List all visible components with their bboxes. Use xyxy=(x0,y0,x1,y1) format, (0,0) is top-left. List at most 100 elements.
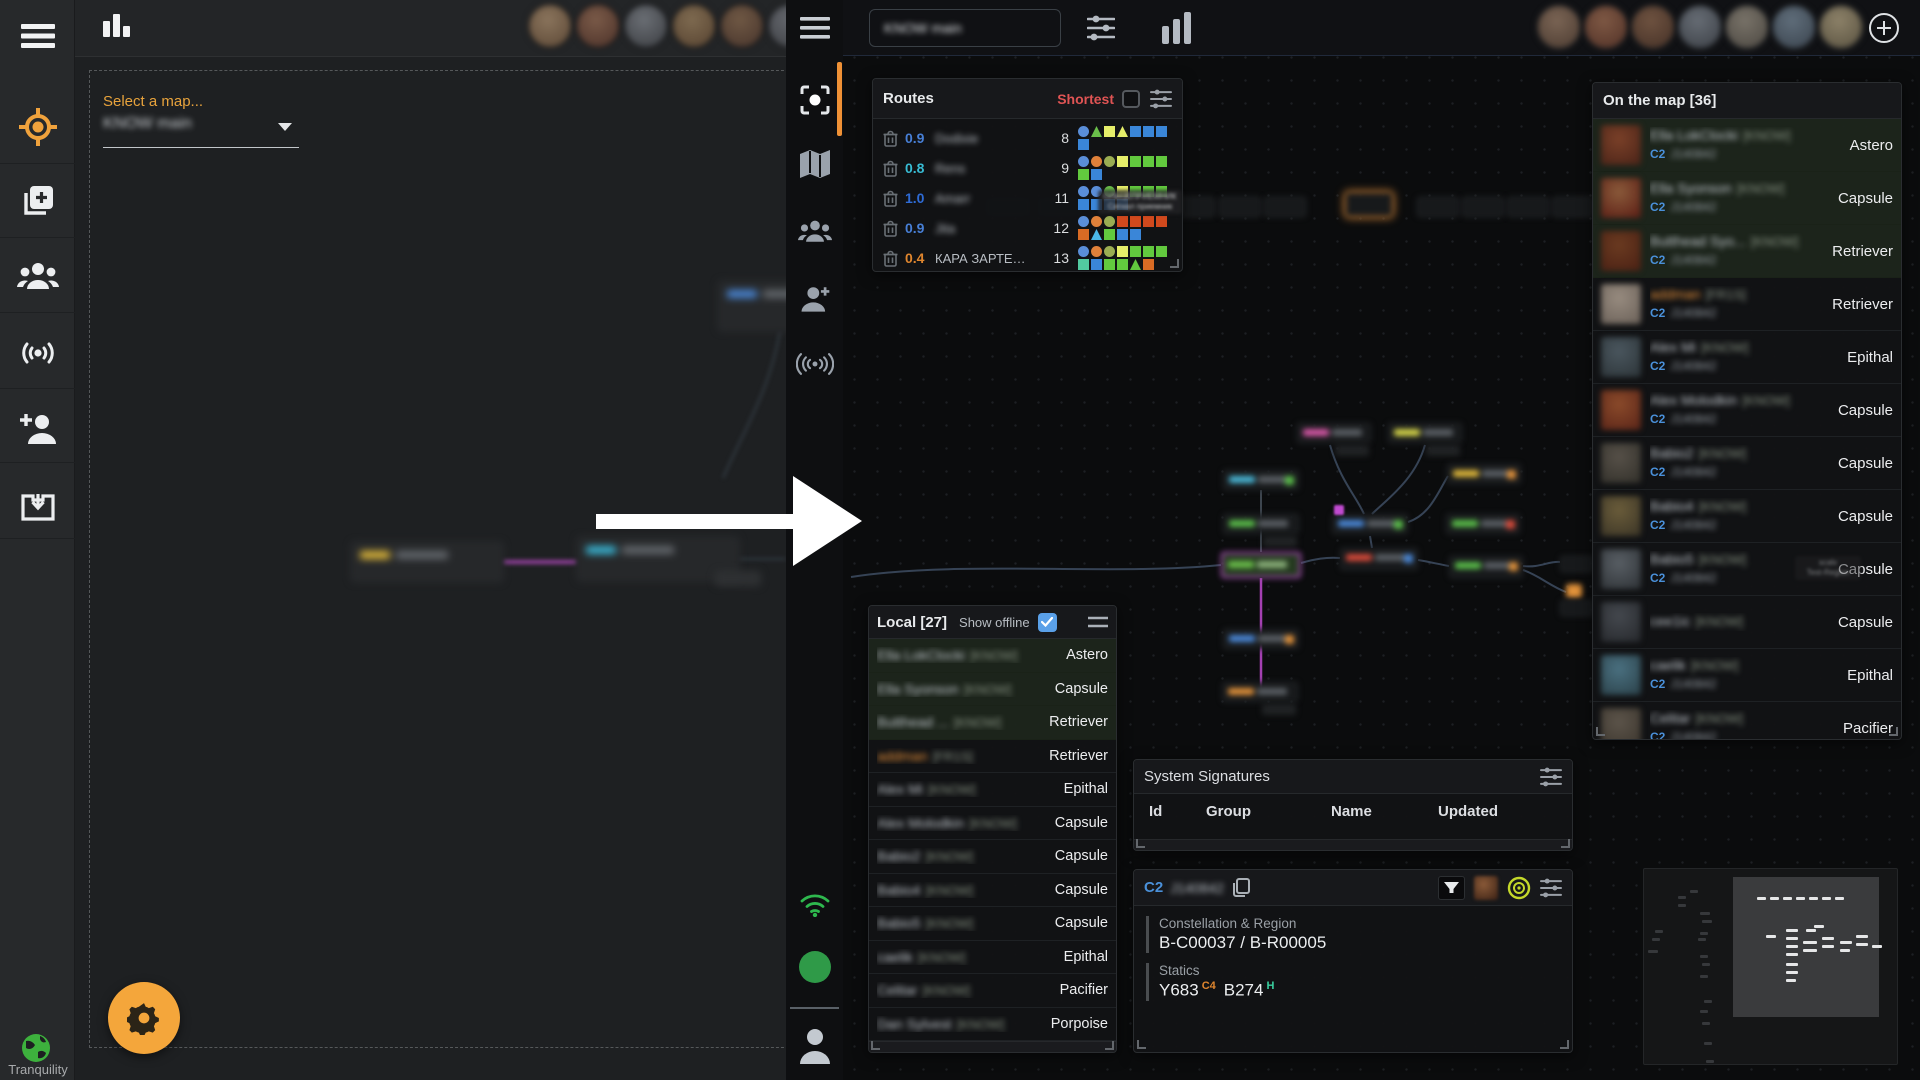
sliders-icon[interactable] xyxy=(1087,15,1115,41)
map-system-node[interactable] xyxy=(1219,197,1261,217)
pilot-row[interactable]: Butthead Syo... [KNOW] C2 J140842 Retriever xyxy=(1593,225,1901,278)
resize-handle[interactable] xyxy=(1136,839,1145,848)
map-fold-icon[interactable] xyxy=(786,150,843,178)
trash-icon[interactable] xyxy=(883,160,898,177)
pilot-row[interactable]: cee1ic [KNOW] Capsule xyxy=(1593,596,1901,649)
resize-handle[interactable] xyxy=(1105,1041,1114,1050)
plus-circle-icon[interactable] xyxy=(1868,12,1900,44)
map-system-node[interactable] xyxy=(1446,514,1520,534)
minimap-viewport[interactable] xyxy=(1733,877,1879,1017)
chevron-down-icon[interactable] xyxy=(278,123,292,131)
pilot-avatar[interactable] xyxy=(719,3,765,49)
local-pilot-row[interactable]: Alex Molodkin [KNOW] Capsule xyxy=(869,807,1116,840)
map-system-node[interactable] xyxy=(1345,192,1393,217)
column-header[interactable]: Name xyxy=(1331,802,1372,820)
pilot-row[interactable]: Ella LokClocki [KNOW] C2 J140842 Astero xyxy=(1593,119,1901,172)
add-map-icon[interactable] xyxy=(0,178,75,224)
resize-handle[interactable] xyxy=(1170,259,1179,268)
person-add-icon[interactable] xyxy=(0,406,75,452)
pilot-avatar[interactable] xyxy=(623,3,669,49)
menu-icon[interactable] xyxy=(0,14,75,58)
map-system-node[interactable] xyxy=(1332,514,1408,534)
column-header[interactable]: Id xyxy=(1149,802,1163,820)
pilot-row[interactable]: Ella Syonson [KNOW] C2 J140842 Capsule xyxy=(1593,172,1901,225)
local-pilot-row[interactable]: Butthead ... [KNOW] Retriever xyxy=(869,706,1116,740)
bar-chart-icon[interactable] xyxy=(103,14,130,41)
pilot-row[interactable]: Alex Molodkin [KNOW] C2 J140842 Capsule xyxy=(1593,384,1901,437)
local-pilot-row[interactable]: Alex Mi [KNOW] Epithal xyxy=(869,773,1116,807)
person-add-icon[interactable] xyxy=(786,284,843,314)
settings-fab[interactable] xyxy=(108,982,180,1054)
minimap-panel[interactable] xyxy=(1643,868,1898,1065)
map-system-node[interactable] xyxy=(1388,423,1462,443)
person-icon[interactable] xyxy=(786,1028,843,1064)
routes-settings-icon[interactable] xyxy=(1150,89,1172,109)
route-destination[interactable]: Jita xyxy=(935,220,956,236)
map-system-node[interactable] xyxy=(1297,423,1371,443)
pilot-avatar[interactable] xyxy=(575,3,621,49)
resize-handle[interactable] xyxy=(1561,839,1570,848)
online-status-dot[interactable] xyxy=(786,950,843,984)
trash-icon[interactable] xyxy=(883,220,898,237)
pilot-avatar[interactable] xyxy=(1771,4,1817,50)
route-row[interactable]: 0.4 КАРА ЗАРТЕ… 13 xyxy=(873,243,1182,271)
map-system-node[interactable] xyxy=(1449,556,1523,578)
pilot-row[interactable]: Babio4 [KNOW] C2 J140842 Capsule xyxy=(1593,490,1901,543)
pilot-avatar[interactable] xyxy=(1724,4,1770,50)
local-pilot-row[interactable]: addman [FR1S] Retriever xyxy=(869,740,1116,773)
system-settings-icon[interactable] xyxy=(1540,878,1562,898)
map-system-node[interactable] xyxy=(1552,197,1594,217)
map-system-node[interactable] xyxy=(577,537,739,581)
location-target-icon[interactable] xyxy=(0,104,75,150)
resize-handle[interactable] xyxy=(1137,1040,1146,1049)
pilot-avatar[interactable] xyxy=(1536,4,1582,50)
pilot-row[interactable]: Celitar [KNOW] C2 J140842 Pacifier xyxy=(1593,702,1901,739)
pilot-row[interactable]: Babio2 [KNOW] C2 J140842 Capsule xyxy=(1593,437,1901,490)
scrollbar-track[interactable] xyxy=(869,1041,1116,1052)
pilot-row[interactable]: addman [FR1S] C2 J140842 Retriever xyxy=(1593,278,1901,331)
trash-icon[interactable] xyxy=(883,250,898,267)
signatures-settings-icon[interactable] xyxy=(1540,767,1562,787)
map-system-node[interactable] xyxy=(1223,470,1299,490)
pilot-avatar[interactable] xyxy=(1818,4,1864,50)
pilot-avatar[interactable] xyxy=(1630,4,1676,50)
pilot-avatar[interactable] xyxy=(1583,4,1629,50)
bar-chart-icon[interactable] xyxy=(1162,12,1192,44)
local-pilot-row[interactable]: caelik [KNOW] Epithal xyxy=(869,941,1116,974)
map-system-node[interactable] xyxy=(1560,556,1594,572)
route-destination[interactable]: КАРА ЗАРТЕ… xyxy=(935,250,1026,266)
map-select-value[interactable]: KNOW main xyxy=(103,115,192,132)
show-offline-checkbox[interactable] xyxy=(1037,612,1057,632)
local-pilot-row[interactable]: Babio5 [KNOW] Capsule xyxy=(869,907,1116,941)
people-group-icon[interactable] xyxy=(0,254,75,300)
map-system-node[interactable] xyxy=(1417,197,1459,217)
column-header[interactable]: Updated xyxy=(1438,802,1498,820)
map-system-node[interactable] xyxy=(718,281,786,331)
pilot-avatar[interactable] xyxy=(671,3,717,49)
resize-handle[interactable] xyxy=(1560,1040,1569,1049)
map-name-select[interactable]: KNOW main xyxy=(869,9,1061,47)
map-system-node[interactable] xyxy=(1340,548,1418,570)
local-pilot-row[interactable]: Babio4 [KNOW] Capsule xyxy=(869,874,1116,907)
pilot-avatar[interactable] xyxy=(1677,4,1723,50)
local-pilot-row[interactable]: Ella LokClocki [KNOW] Astero xyxy=(869,639,1116,673)
route-destination[interactable]: Rens xyxy=(935,160,966,176)
column-header[interactable]: Group xyxy=(1206,802,1251,820)
broadcast-icon[interactable] xyxy=(0,330,75,376)
map-system-node[interactable] xyxy=(1507,197,1549,217)
pilot-avatar[interactable] xyxy=(1474,875,1498,900)
resize-handle[interactable] xyxy=(1889,727,1898,736)
map-system-node[interactable] xyxy=(1560,600,1594,616)
broadcast-icon[interactable] xyxy=(786,350,843,378)
map-system-node[interactable] xyxy=(1223,514,1299,534)
route-row[interactable]: 0.9 Dodixie 8 xyxy=(873,123,1182,153)
trash-icon[interactable] xyxy=(883,190,898,207)
pilot-row[interactable]: Babio5 [KNOW] C2 J140842 Capsule xyxy=(1593,543,1901,596)
routes-mode-label[interactable]: Shortest xyxy=(1057,90,1114,107)
local-menu-icon[interactable] xyxy=(1088,616,1108,628)
local-pilot-row[interactable]: Babio2 [KNOW] Capsule xyxy=(869,840,1116,874)
map-system-node[interactable] xyxy=(1462,197,1504,217)
focus-frame-icon[interactable] xyxy=(786,85,843,115)
resize-handle[interactable] xyxy=(871,1041,880,1050)
map-system-node[interactable] xyxy=(1223,629,1299,649)
